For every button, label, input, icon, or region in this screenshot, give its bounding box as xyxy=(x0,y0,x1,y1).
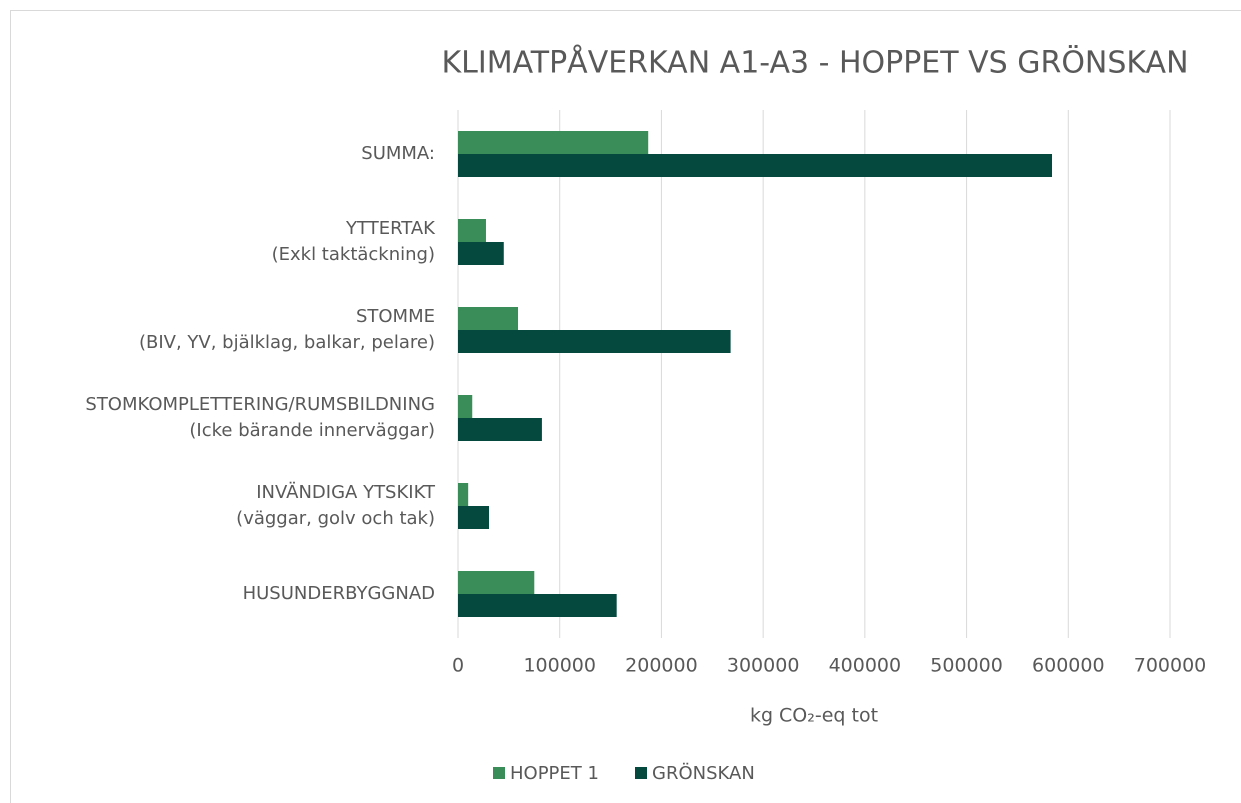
bar xyxy=(458,418,542,441)
x-tick-label: 0 xyxy=(452,655,464,677)
legend-swatch xyxy=(493,767,505,779)
legend-swatch xyxy=(635,767,647,779)
bar xyxy=(458,395,473,418)
x-axis-label: kg CO₂-eq tot xyxy=(750,705,878,727)
bar xyxy=(458,571,535,594)
bar xyxy=(458,242,504,265)
y-tick-label: STOMME xyxy=(356,306,435,327)
bar xyxy=(458,154,1053,177)
bar xyxy=(458,506,490,529)
y-tick-label: INVÄNDIGA YTSKIKT xyxy=(256,482,436,503)
y-tick-label: (Icke bärande innerväggar) xyxy=(189,420,435,441)
y-tick-label: (Exkl taktäckning) xyxy=(272,244,435,265)
x-tick-label: 200000 xyxy=(625,655,698,677)
bar xyxy=(458,594,617,617)
y-tick-label: (BIV, YV, bjälklag, balkar, pelare) xyxy=(139,332,435,353)
chart-title: KLIMATPÅVERKAN A1-A3 - HOPPET VS GRÖNSKA… xyxy=(441,45,1188,81)
legend-label: GRÖNSKAN xyxy=(652,762,755,784)
x-tick-label: 500000 xyxy=(930,655,1003,677)
bar xyxy=(458,307,519,330)
y-tick-label: HUSUNDERBYGGNAD xyxy=(243,583,435,604)
bar xyxy=(458,219,486,242)
y-tick-label: STOMKOMPLETTERING/RUMSBILDNING xyxy=(85,394,435,415)
bar xyxy=(458,330,731,353)
bar xyxy=(458,131,649,154)
x-tick-label: 600000 xyxy=(1032,655,1105,677)
x-tick-label: 700000 xyxy=(1134,655,1207,677)
y-tick-label: SUMMA: xyxy=(361,143,435,164)
y-tick-label: (väggar, golv och tak) xyxy=(236,508,435,529)
bar xyxy=(458,483,469,506)
x-tick-label: 300000 xyxy=(727,655,800,677)
y-tick-label: YTTERTAK xyxy=(345,218,436,239)
x-tick-label: 100000 xyxy=(523,655,596,677)
legend-label: HOPPET 1 xyxy=(510,763,599,784)
x-tick-label: 400000 xyxy=(829,655,902,677)
